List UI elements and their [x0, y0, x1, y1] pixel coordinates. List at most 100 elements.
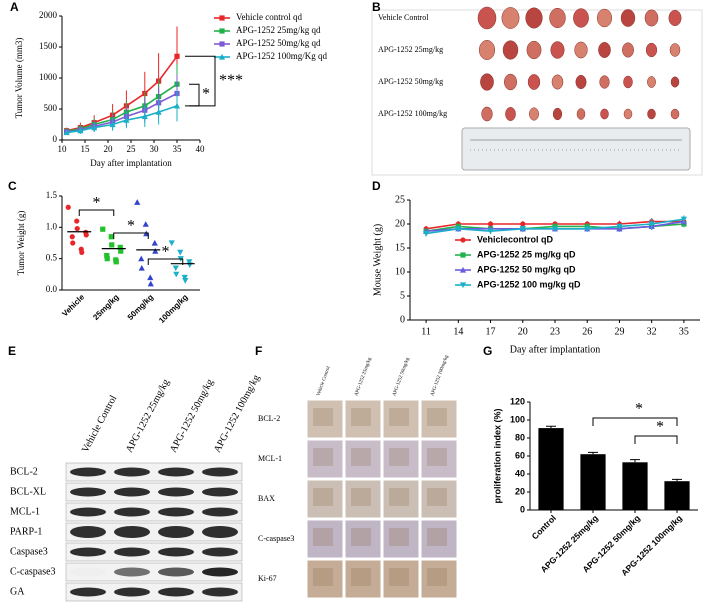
bar — [664, 481, 690, 510]
legend-label: APG-1252 100 mg/kg qD — [477, 279, 581, 289]
x-tick-label: 40 — [196, 144, 206, 154]
blot-band — [70, 507, 106, 517]
tumor — [529, 107, 539, 121]
legend-label: APG-1252 100mg/Kg qd — [236, 51, 328, 61]
blot-column-label: APG-1252 25mg/kg — [124, 377, 172, 454]
legend-label: Vehiclecontrol qD — [477, 234, 554, 244]
significance-label: * — [93, 195, 101, 212]
significance-bracket — [147, 258, 184, 265]
ihc-stain — [313, 488, 333, 506]
tumor — [505, 107, 516, 121]
ihc-image — [344, 399, 382, 439]
bar — [538, 428, 564, 510]
ihc-image — [344, 439, 382, 479]
tumor — [599, 75, 610, 89]
tumor — [623, 108, 633, 120]
ihc-image — [420, 479, 458, 519]
marker — [147, 280, 154, 287]
ihc-stain — [313, 568, 333, 586]
marker — [69, 234, 75, 240]
blot-row-label: BCL-XL — [10, 486, 46, 497]
x-tick-label: 29 — [614, 326, 624, 337]
x-tick-label: 20 — [104, 144, 114, 154]
significance-label: * — [635, 401, 643, 418]
tumor — [480, 73, 494, 91]
ihc-image — [420, 399, 458, 439]
blot-strip — [65, 522, 243, 542]
blot-band — [70, 526, 106, 538]
x-tick-label: Vehicle — [60, 292, 86, 318]
ihc-row-label: C-caspase3 — [258, 534, 294, 543]
blot-row-label: PARP-1 — [10, 526, 42, 537]
marker — [551, 226, 559, 232]
y-tick-label: 1000 — [39, 72, 58, 82]
ihc-stain — [427, 448, 447, 466]
marker — [79, 249, 85, 255]
blot-strip — [65, 502, 243, 522]
marker — [460, 237, 466, 243]
x-tick-label: 25 — [127, 144, 137, 154]
marker — [63, 129, 70, 136]
ihc-stain — [427, 528, 447, 546]
bar — [622, 462, 648, 510]
marker — [74, 225, 80, 232]
blot-band — [114, 467, 150, 477]
ihc-stain — [351, 408, 371, 426]
blot-row-label: GA — [10, 586, 25, 597]
panel-label: F — [255, 344, 262, 358]
ihc-row-label: BAX — [258, 494, 275, 503]
legend-label: APG-1252 25 mg/kg qD — [477, 249, 576, 259]
ihc-image — [344, 559, 382, 599]
marker — [155, 109, 162, 115]
tumor — [623, 75, 633, 89]
legend-label: APG-1252 50 mg/kg qD — [477, 264, 576, 274]
blot-band — [70, 467, 106, 477]
significance-label: * — [202, 86, 210, 103]
x-tick-label: 17 — [486, 326, 496, 337]
y-axis-label: proliferation index (%) — [492, 408, 502, 503]
y-tick-label: 40 — [515, 468, 525, 478]
ihc-stain — [351, 528, 371, 546]
panel-label: C — [8, 179, 17, 193]
marker — [65, 204, 71, 210]
tumor — [504, 73, 517, 91]
marker — [173, 102, 181, 109]
blot-row-label: BCL-2 — [10, 466, 38, 477]
blot-band — [158, 507, 194, 517]
x-tick-label: 11 — [421, 326, 431, 337]
ihc-row-label: BCL-2 — [258, 414, 280, 423]
tumor — [668, 9, 682, 27]
ihc-stain — [427, 568, 447, 586]
blot-column-label: Vehicle Control — [80, 393, 119, 454]
blot-band — [202, 467, 238, 477]
blot-row-label: C-caspase3 — [10, 566, 56, 577]
marker — [138, 264, 145, 271]
legend-label: APG-1252 25mg/kg qd — [236, 25, 321, 35]
blot-strip — [65, 462, 243, 482]
x-axis-label: Day after implantation — [510, 344, 601, 355]
y-tick-label: 100 — [510, 414, 525, 424]
ihc-stain — [351, 448, 371, 466]
marker — [138, 255, 145, 262]
ihc-grid — [306, 399, 458, 599]
ihc-image — [382, 479, 420, 519]
marker — [219, 41, 225, 47]
tumor — [670, 108, 680, 120]
marker — [151, 239, 158, 246]
ihc-column-label: APG-1252 50mg/kg — [392, 357, 411, 397]
marker — [680, 216, 687, 223]
y-tick-label: 25 — [395, 194, 405, 205]
x-tick-label: 50mg/kg — [126, 292, 155, 321]
ihc-stain — [427, 408, 447, 426]
ihc-stain — [389, 488, 409, 506]
blot-band — [70, 547, 106, 557]
marker — [459, 266, 467, 273]
significance-label: * — [162, 244, 170, 261]
significance-bracket — [189, 83, 200, 107]
blot-row-label: MCL-1 — [10, 506, 40, 517]
tumor — [598, 42, 611, 58]
tumor — [549, 7, 566, 29]
x-tick-label: 32 — [647, 326, 657, 337]
y-tick-label: 500 — [44, 103, 58, 113]
